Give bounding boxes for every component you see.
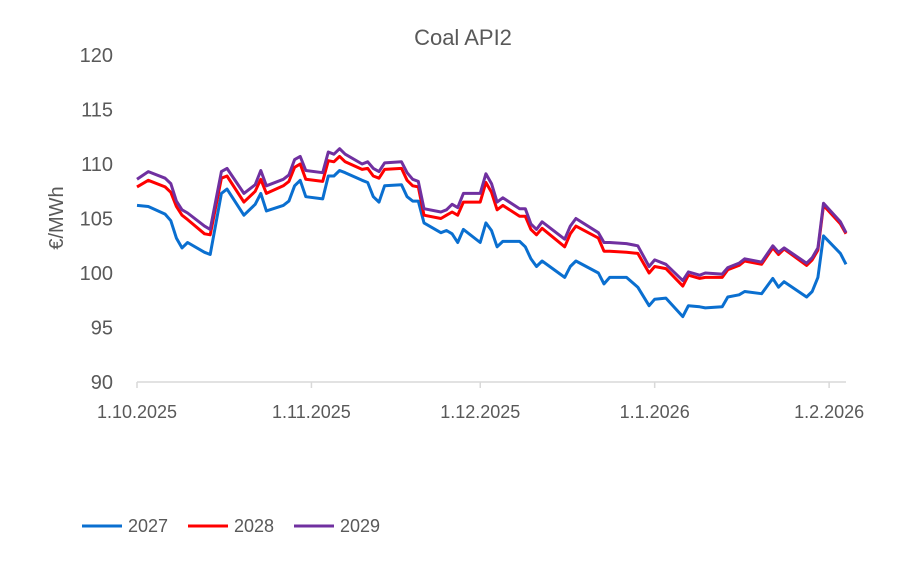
y-tick-label: 115 — [81, 100, 113, 122]
y-tick-label: 110 — [81, 154, 113, 176]
x-tick-label: 1.11.2025 — [272, 402, 351, 422]
x-tick-label: 1.2.2026 — [794, 402, 864, 422]
x-axis: 1.10.2025 1.11.2025 1.12.2025 1.1.2026 1.2.2… — [97, 381, 864, 422]
series-lines — [136, 147, 848, 319]
y-tick-label: 95 — [91, 318, 113, 340]
series-line-2029 — [136, 147, 848, 283]
legend-label: 2027 — [128, 516, 168, 536]
y-tick-label: 90 — [91, 372, 113, 394]
y-tick-label: 105 — [80, 209, 113, 231]
series-line-2028 — [136, 154, 848, 288]
legend-label: 2028 — [234, 516, 274, 536]
x-tick-label: 1.12.2025 — [440, 402, 520, 422]
legend-label: 2029 — [340, 516, 380, 536]
legend-item-2028: 2028 — [188, 516, 274, 536]
y-axis-label: €/MWh — [46, 186, 68, 249]
x-tick-label: 1.10.2025 — [97, 402, 177, 422]
series-line-2027 — [136, 169, 848, 319]
y-tick-label: 120 — [80, 45, 113, 67]
legend-item-2027: 2027 — [82, 516, 168, 536]
legend: 2027 2028 2029 — [82, 516, 380, 536]
legend-item-2029: 2029 — [294, 516, 380, 536]
x-tick-label: 1.1.2026 — [620, 402, 690, 422]
chart-title: Coal API2 — [414, 25, 512, 50]
y-axis: 90 95 100 105 110 115 120 — [80, 45, 113, 394]
y-tick-label: 100 — [80, 263, 113, 285]
